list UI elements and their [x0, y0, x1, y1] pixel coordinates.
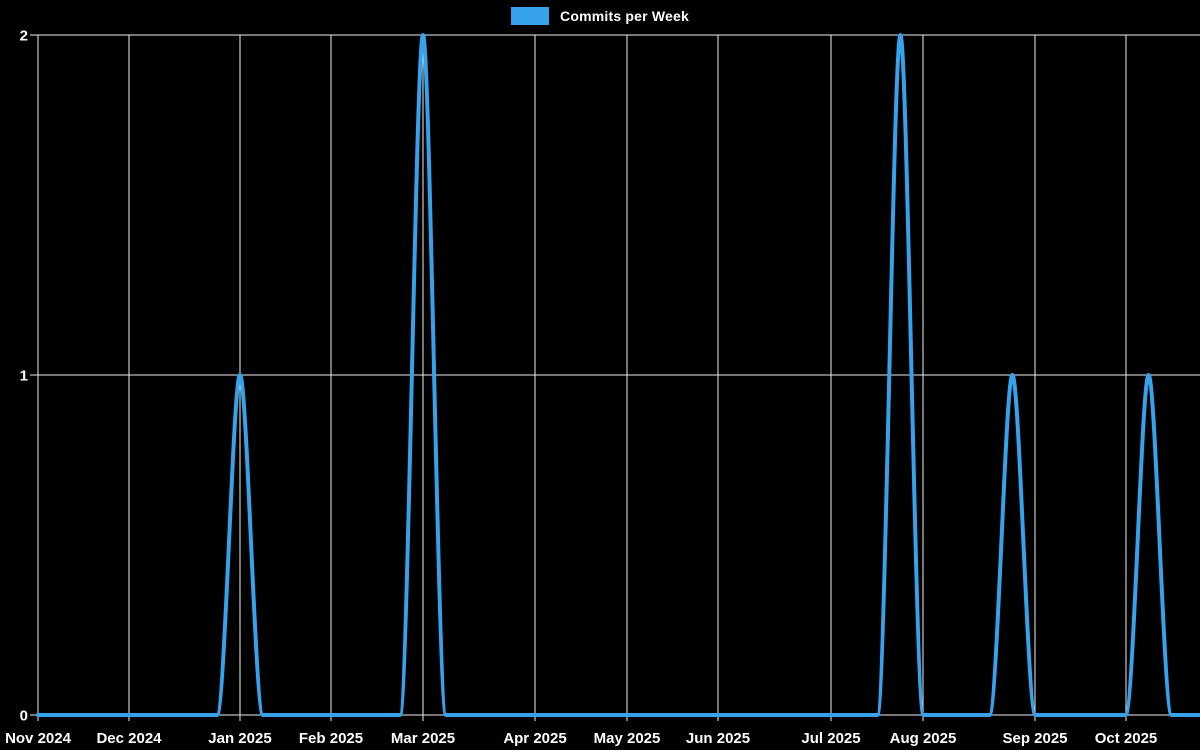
x-axis-label: May 2025: [594, 730, 661, 747]
chart-legend[interactable]: Commits per Week: [511, 7, 689, 25]
y-axis-label: 2: [20, 28, 28, 45]
x-axis-label: Jun 2025: [686, 730, 750, 747]
x-axis-label: Aug 2025: [890, 730, 957, 747]
y-axis-label: 1: [20, 368, 28, 385]
legend-swatch: [511, 7, 550, 25]
x-axis-label: Mar 2025: [391, 730, 455, 747]
x-axis-label: Nov 2024: [5, 730, 72, 747]
y-axis-label: 0: [20, 708, 28, 725]
x-axis-label: Sep 2025: [1002, 730, 1067, 747]
x-axis-label: Oct 2025: [1095, 730, 1158, 747]
x-axis-label: Feb 2025: [299, 730, 363, 747]
x-axis-label: Jul 2025: [801, 730, 860, 747]
data-line-commits-per-week: [36, 33, 1200, 717]
legend-label: Commits per Week: [560, 8, 689, 24]
x-axis-label: Apr 2025: [503, 730, 566, 747]
x-axis-label: Jan 2025: [208, 730, 271, 747]
x-axis-label: Dec 2024: [96, 730, 162, 747]
